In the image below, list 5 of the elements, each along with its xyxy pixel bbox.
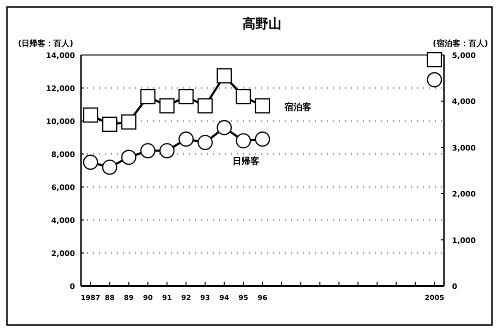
title: 高野山 <box>242 17 282 32</box>
series-name: 宿泊客 <box>284 102 312 113</box>
series-name: 日帰客 <box>232 156 260 167</box>
y2label: (宿泊客：百人) <box>432 39 488 48</box>
ylabel: (日帰客：百人) <box>18 39 74 48</box>
